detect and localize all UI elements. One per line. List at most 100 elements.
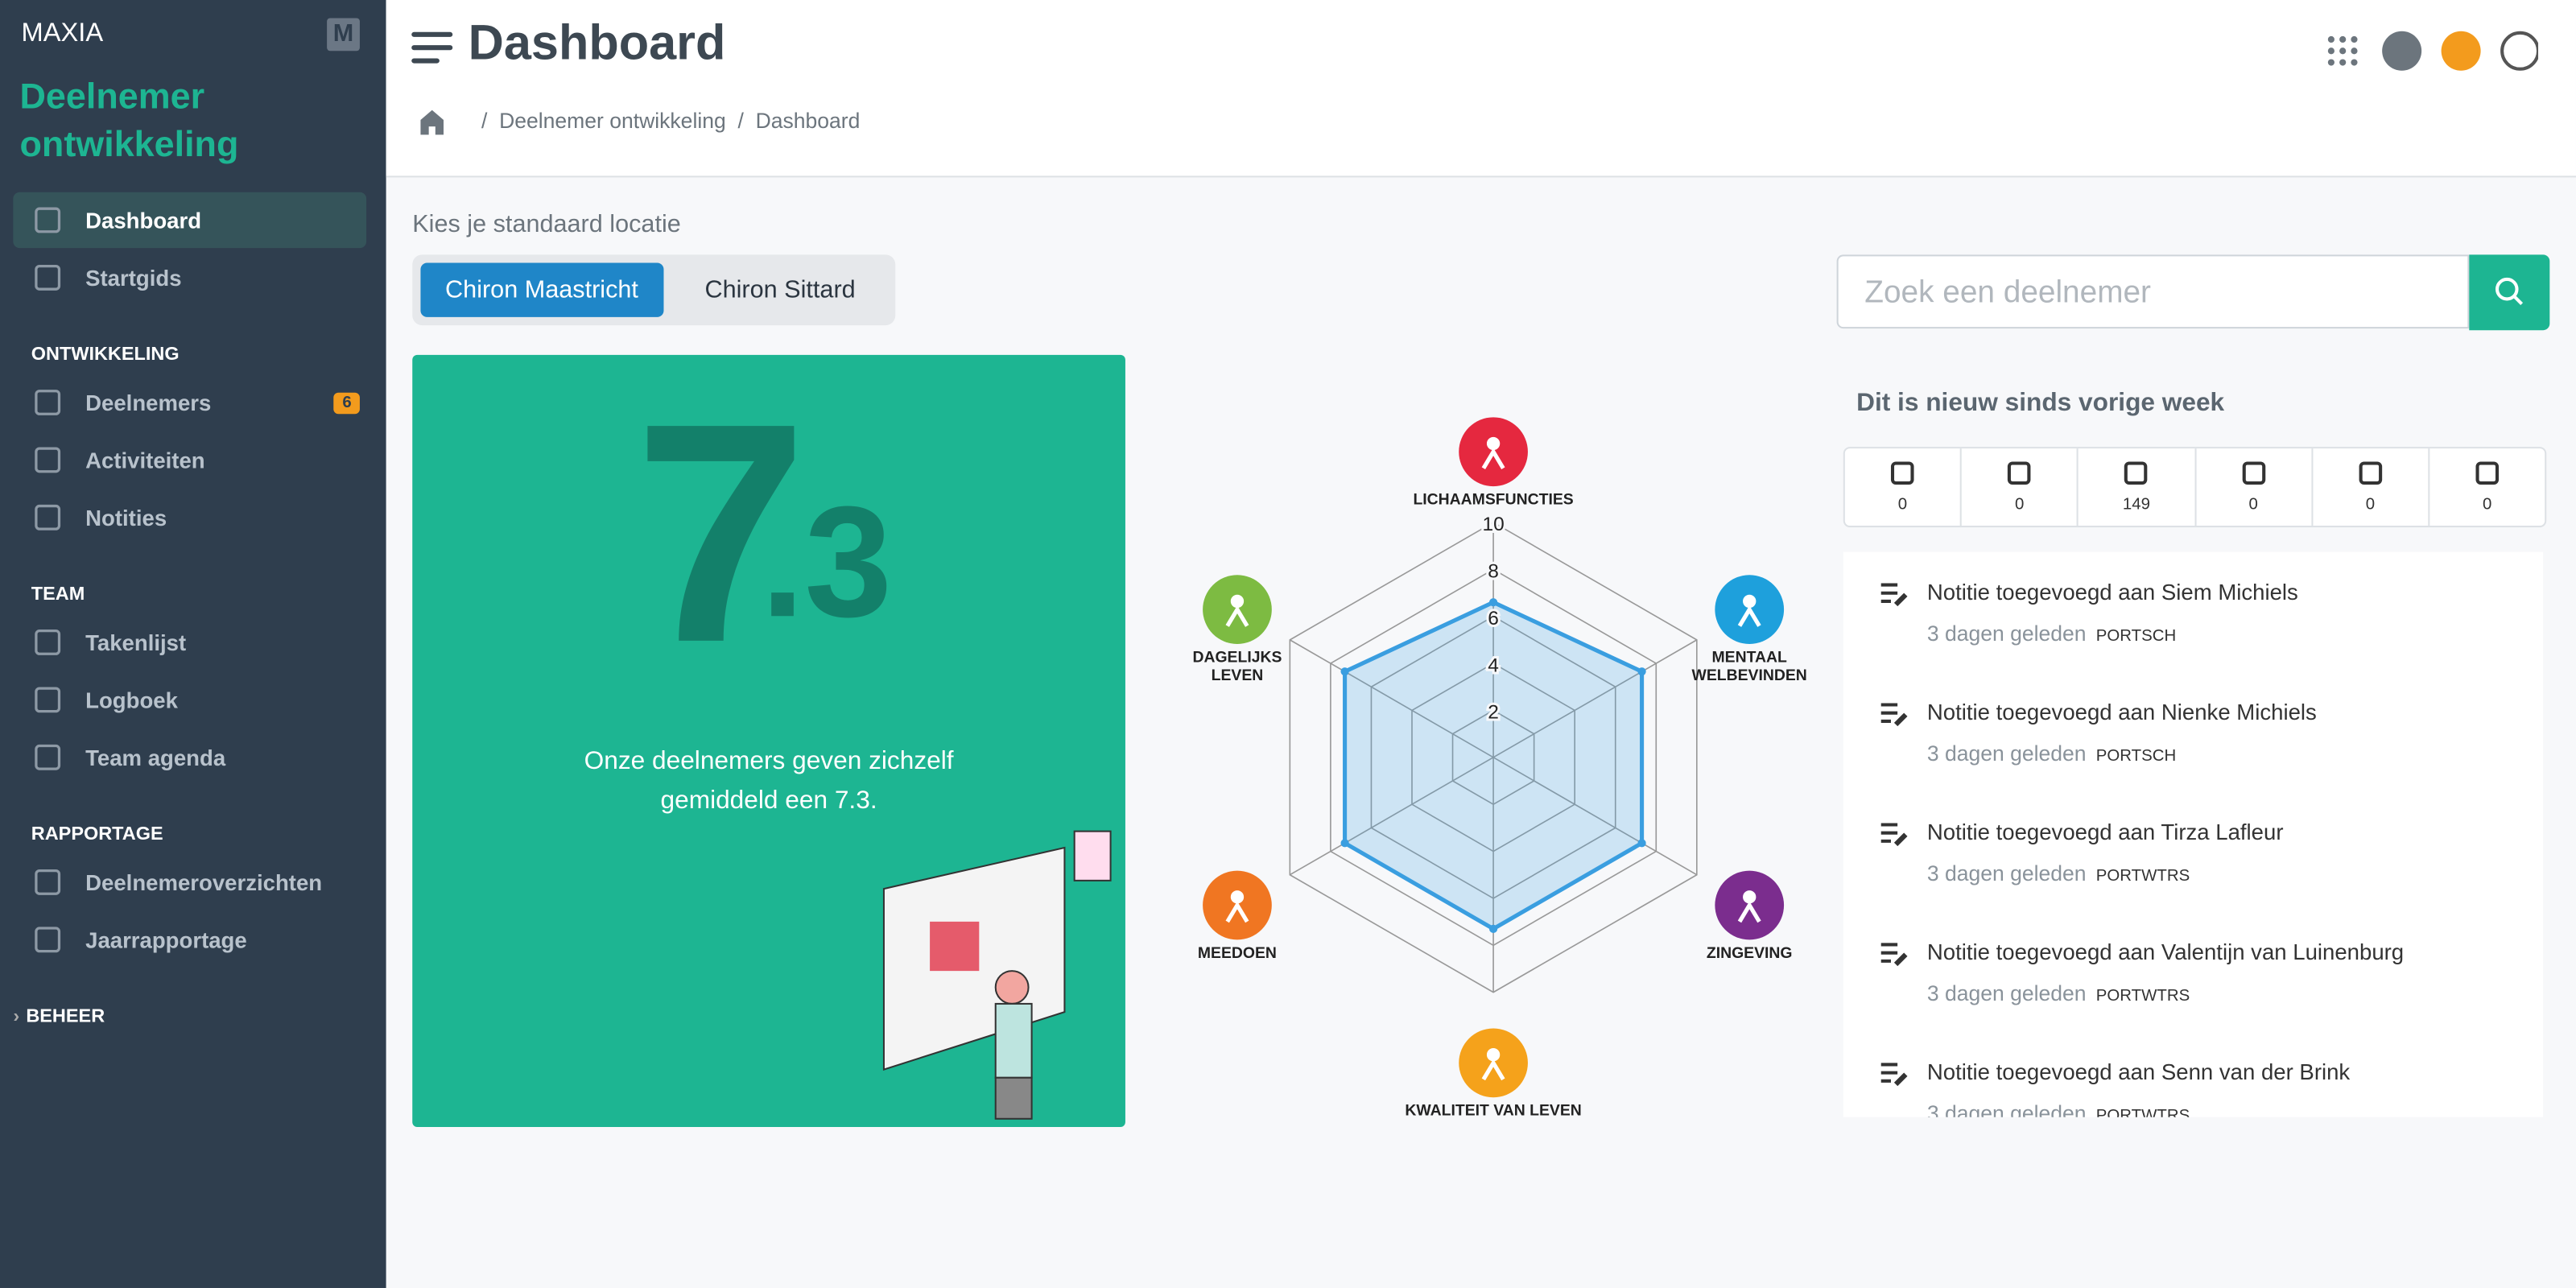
nav-item[interactable]: Takenlijst [13,614,366,670]
news-meta: 3 dagen geleden PORTWTRS [1927,861,2190,886]
news-text: Notitie toegevoegd aan Tirza Lafleur [1926,819,2284,844]
score-card: 7 .3 Onze deelnemers geven zichzelf gemi… [412,354,1125,1127]
nav-icon [35,687,61,713]
category-glyph [1230,890,1245,904]
category-glyph [1486,1048,1501,1062]
news-item[interactable]: Notitie toegevoegd aan Senn van der Brin… [1843,1032,2543,1117]
chevron: › [13,1007,20,1027]
news-meta: 3 dagen geleden PORTSCH [1927,621,2176,646]
stat-icon [2359,461,2382,485]
nav-item[interactable]: Logboek [13,672,366,728]
r-tick-label: 8 [1488,561,1499,583]
news-stat[interactable]: 0 [2313,448,2430,526]
news-item[interactable]: Notitie toegevoegd aan Valentijn van Lui… [1843,912,2543,1032]
nav-item[interactable]: Team agenda [13,729,366,785]
notifications-icon[interactable] [2382,31,2422,71]
breadcrumb: / Deelnemer ontwikkeling / Dashboard [481,108,861,134]
score-decimal: .3 [760,474,893,651]
category-label: MEEDOEN [1197,944,1277,963]
nav-label: Deelnemers [85,390,212,415]
nav-item[interactable]: Jaarrapportage [13,912,366,968]
news-text: Notitie toegevoegd aan Valentijn van Lui… [1926,939,2405,964]
breadcrumb-current: Dashboard [755,108,861,134]
nav-label: Deelnemeroverzichten [85,869,323,895]
header: Dashboard / Deelnemer ontwikkeling / Das… [386,0,2576,178]
news-item[interactable]: Notitie toegevoegd aan Nienke Michiels 3 … [1843,672,2543,792]
logo[interactable]: M [327,18,360,52]
r-tick-label: 2 [1488,702,1499,724]
news-tag: PORTSCH [2095,747,2177,766]
stat-count: 0 [2365,496,2376,514]
news-time: 3 dagen geleden [1926,980,2087,1005]
news-item[interactable]: Notitie toegevoegd aan Tirza Lafleur 3 da… [1843,792,2543,912]
category-glyph [1737,901,1761,923]
category-label: MENTAAL WELBEVINDEN [1691,649,1807,686]
r-tick-label: 4 [1488,654,1499,676]
news-stat[interactable]: 149 [2079,448,2196,526]
radar-point [1488,598,1498,607]
news-time: 3 dagen geleden [1926,861,2087,886]
news-tag: PORTSCH [2095,627,2177,646]
nav-section-title: TEAM [31,584,85,605]
nav-collapsed[interactable]: › BEHEER [13,997,366,1037]
nav-item[interactable]: Notities [13,489,366,545]
news-stat[interactable]: 0 [1845,448,1963,526]
r-tick-label: 6 [1488,608,1499,630]
help-icon[interactable] [2441,31,2481,71]
home-icon[interactable] [417,107,447,137]
nav-icon [35,927,61,953]
category-glyph [1486,436,1501,451]
nav-section-title: ONTWIKKELING [31,345,180,365]
r-tick-label: 10 [1482,514,1504,535]
stat-count: 0 [2482,496,2492,514]
breadcrumb-link[interactable]: Deelnemer ontwikkeling [499,108,726,134]
header-icons [2327,31,2539,71]
category-glyph [1737,605,1761,627]
radar-point [1340,667,1349,676]
search-button[interactable] [2469,254,2550,331]
nav-icon [35,447,61,473]
note-icon [1880,1063,1908,1087]
stat-icon [2475,461,2499,485]
search-input[interactable]: Zoek een deelnemer [1836,254,2470,329]
axis-line [1289,757,1494,876]
news-stat[interactable]: 0 [2196,448,2313,526]
nav-item[interactable]: Deelnemeroverzichten [13,854,366,910]
news-stats: 0 0 149 0 0 0 [1843,447,2547,528]
nav: Dashboard Startgids ONTWIKKELING Deelnemers… [13,192,367,1037]
nav-icon [35,264,61,291]
note-icon [1880,823,1908,847]
axis-line [1492,639,1698,758]
news-time: 3 dagen geleden [1926,621,2087,646]
nav-item[interactable]: Dashboard [13,192,367,249]
note-icon [1880,703,1908,727]
category-glyph [1743,594,1757,609]
nav-icon [35,630,61,655]
nav-item[interactable]: Deelnemers 6 [13,374,366,430]
apps-icon[interactable] [2327,35,2358,66]
news-stat[interactable]: 0 [2429,448,2545,526]
nav-item[interactable]: Startgids [13,250,366,305]
note-icon [1880,583,1908,607]
news-tag: PORTWTRS [2095,987,2190,1005]
profile-icon[interactable] [2500,31,2539,71]
nav-icon [35,207,61,233]
stat-count: 0 [1897,496,1908,514]
news-item[interactable]: Notitie toegevoegd aan Siem Michiels 3 da… [1843,552,2543,672]
nav-collapsed-label: BEHEER [26,1007,105,1027]
nav-label: Takenlijst [85,630,187,655]
axis-line [1289,639,1494,758]
score-integer: 7 [634,359,808,708]
category-label: KWALITEIT VAN LEVEN [1405,1102,1582,1121]
news-stat[interactable]: 0 [1962,448,2079,526]
location-option[interactable]: Chiron Sittard [704,275,856,304]
news-meta: 3 dagen geleden PORTSCH [1927,741,2176,766]
category-label: LICHAAMSFUNCTIES [1413,491,1574,510]
nav-item[interactable]: Activiteiten [13,432,366,488]
location-option[interactable]: Chiron Maastricht [420,262,663,317]
radar-area [1343,600,1645,931]
nav-label: Activiteiten [85,448,205,473]
news-time: 3 dagen geleden [1926,1100,2087,1117]
menu-button[interactable] [411,30,453,66]
